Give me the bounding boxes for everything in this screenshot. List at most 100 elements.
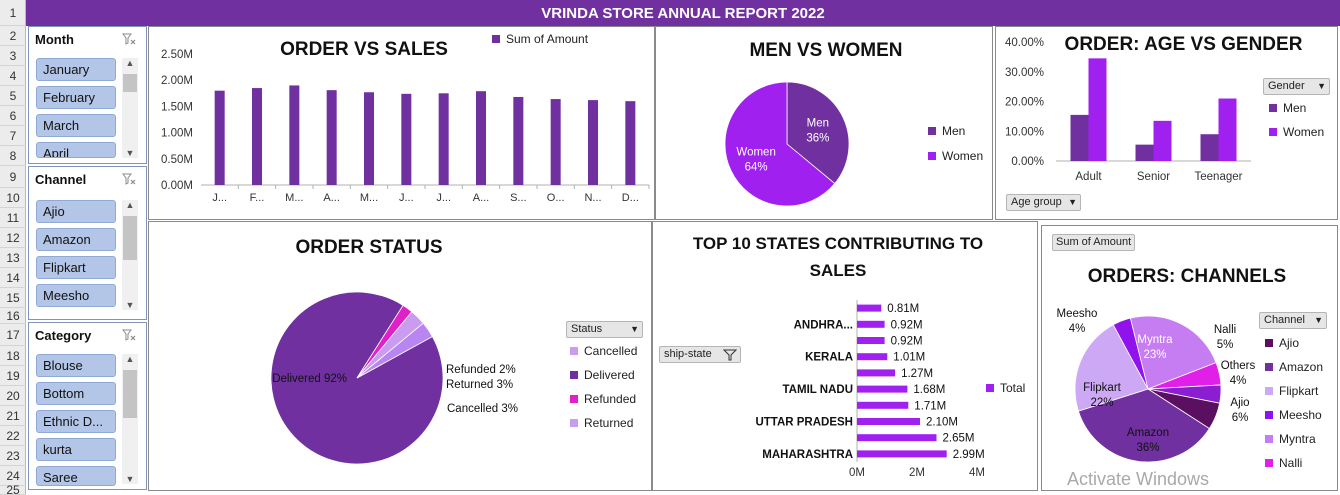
clear-filter-icon[interactable] [122, 328, 136, 342]
row-number[interactable]: 23 [0, 446, 26, 466]
row-number[interactable]: 17 [0, 324, 26, 346]
legend-swatch [928, 127, 936, 135]
row-number[interactable]: 4 [0, 66, 26, 86]
slicer-scrollbar[interactable]: ▲ ▼ [122, 354, 138, 484]
slice-label: Cancelled 3% [447, 403, 518, 415]
row-number[interactable]: 10 [0, 188, 26, 208]
bar [364, 92, 374, 185]
month-slicer[interactable]: Month January February March April ▲ ▼ [28, 26, 147, 164]
scroll-up-icon[interactable]: ▲ [125, 200, 135, 210]
pie-slice [1112, 317, 1149, 390]
bar [1088, 58, 1107, 161]
x-tick-label: J... [212, 192, 227, 204]
row-number[interactable]: 19 [0, 366, 26, 386]
slicer-item[interactable]: Bottom [36, 382, 116, 405]
gender-filter-button[interactable]: Gender ▼ [1263, 78, 1330, 95]
channel-slicer[interactable]: Channel Ajio Amazon Flipkart Meesho ▲ ▼ [28, 166, 147, 320]
scroll-down-icon[interactable]: ▼ [125, 148, 135, 158]
status-filter-button[interactable]: Status ▼ [566, 321, 643, 338]
row-number[interactable]: 7 [0, 126, 26, 146]
bar [625, 101, 636, 185]
slicer-item[interactable]: January [36, 58, 116, 81]
row-number[interactable]: 2 [0, 26, 26, 46]
legend-item: Men [928, 124, 965, 138]
sum-of-amount-button[interactable]: Sum of Amount [1052, 234, 1135, 251]
row-number[interactable]: 24 [0, 466, 26, 486]
chart-title: ORDER: AGE VS GENDER [1064, 34, 1303, 55]
row-number[interactable]: 25 [0, 484, 26, 495]
row-number[interactable]: 1 [0, 0, 26, 26]
slice-percent-label: 4% [1069, 323, 1086, 335]
bar [289, 85, 300, 185]
row-number[interactable]: 8 [0, 146, 26, 166]
slicer-scrollbar[interactable]: ▲ ▼ [122, 200, 138, 310]
row-number[interactable]: 12 [0, 228, 26, 248]
slice-name-label: Flipkart [1083, 382, 1122, 394]
row-number[interactable]: 16 [0, 308, 26, 324]
orders-channels-panel[interactable]: Sum of Amount ORDERS: CHANNELS Myntra 23%… [1041, 225, 1338, 491]
bar [857, 401, 909, 409]
row-number[interactable]: 11 [0, 208, 26, 228]
scroll-down-icon[interactable]: ▼ [125, 474, 135, 484]
scroll-thumb[interactable] [123, 74, 137, 92]
slice-percent-label: 64% [745, 162, 768, 174]
row-number[interactable]: 18 [0, 346, 26, 366]
scroll-up-icon[interactable]: ▲ [125, 354, 135, 364]
scroll-thumb[interactable] [123, 370, 137, 418]
scroll-up-icon[interactable]: ▲ [125, 58, 135, 68]
y-category-label: TAMIL NADU [783, 384, 853, 396]
row-number[interactable]: 15 [0, 288, 26, 308]
slicer-item[interactable]: April [36, 142, 116, 158]
row-number[interactable]: 5 [0, 86, 26, 106]
axis-button-label: Age group [1011, 196, 1062, 208]
channel-filter-button[interactable]: Channel ▼ [1259, 312, 1327, 329]
bar-value-label: 2.99M [953, 449, 985, 461]
age-vs-gender-panel[interactable]: ORDER: AGE VS GENDER 0.00% 10.00% 20.00% 30… [995, 26, 1338, 220]
slicer-item[interactable]: Saree [36, 466, 116, 486]
scroll-thumb[interactable] [123, 216, 137, 260]
order-vs-sales-panel[interactable]: ORDER VS SALES Sum of Amount 0.00M 0.50M 1… [148, 26, 655, 220]
row-number[interactable]: 6 [0, 106, 26, 126]
bar [1135, 144, 1154, 161]
bar-value-label: 1.01M [893, 352, 925, 364]
row-number[interactable]: 22 [0, 426, 26, 446]
legend-swatch [492, 35, 500, 43]
slice-name-label: Nalli [1214, 324, 1236, 336]
legend-item: Total [986, 381, 1025, 395]
y-tick-label: 20.00% [1005, 97, 1044, 109]
x-tick-label: S... [510, 192, 527, 204]
row-number[interactable]: 9 [0, 166, 26, 188]
y-tick-label: 2.50M [161, 49, 193, 61]
age-group-axis-button[interactable]: Age group ▼ [1006, 194, 1081, 211]
legend-item: Delivered [570, 368, 635, 382]
clear-filter-icon[interactable] [122, 32, 136, 46]
bar [550, 99, 561, 185]
pie-slice [724, 81, 836, 207]
slicer-item[interactable]: Ethnic D... [36, 410, 116, 433]
slicer-item[interactable]: Flipkart [36, 256, 116, 279]
scroll-down-icon[interactable]: ▼ [125, 300, 135, 310]
legend-label: Sum of Amount [506, 32, 589, 46]
slicer-item[interactable]: kurta [36, 438, 116, 461]
clear-filter-icon[interactable] [122, 172, 136, 186]
row-number[interactable]: 3 [0, 46, 26, 66]
row-number[interactable]: 14 [0, 268, 26, 288]
category-slicer[interactable]: Category Blouse Bottom Ethnic D... kurta… [28, 322, 147, 490]
row-number[interactable]: 13 [0, 248, 26, 268]
legend-label: Amazon [1279, 360, 1324, 374]
slicer-item[interactable]: Ajio [36, 200, 116, 223]
slicer-item[interactable]: February [36, 86, 116, 109]
slicer-item[interactable]: Blouse [36, 354, 116, 377]
men-vs-women-panel[interactable]: MEN VS WOMEN Men 36% Women 64% Men Women [655, 26, 993, 220]
y-tick-label: 1.00M [161, 128, 193, 140]
row-number[interactable]: 21 [0, 406, 26, 426]
slicer-scrollbar[interactable]: ▲ ▼ [122, 58, 138, 158]
top-states-panel[interactable]: TOP 10 STATES CONTRIBUTING TO SALES 2.99… [652, 221, 1038, 491]
legend-item: Men [1269, 101, 1306, 115]
row-number[interactable]: 20 [0, 386, 26, 406]
order-status-panel[interactable]: ORDER STATUS Delivered 92% Refunded 2% Ret… [148, 221, 652, 491]
slicer-item[interactable]: Meesho [36, 284, 116, 307]
slicer-item[interactable]: Amazon [36, 228, 116, 251]
slicer-item[interactable]: March [36, 114, 116, 137]
ship-state-filter-button[interactable]: ship-state [659, 346, 741, 363]
